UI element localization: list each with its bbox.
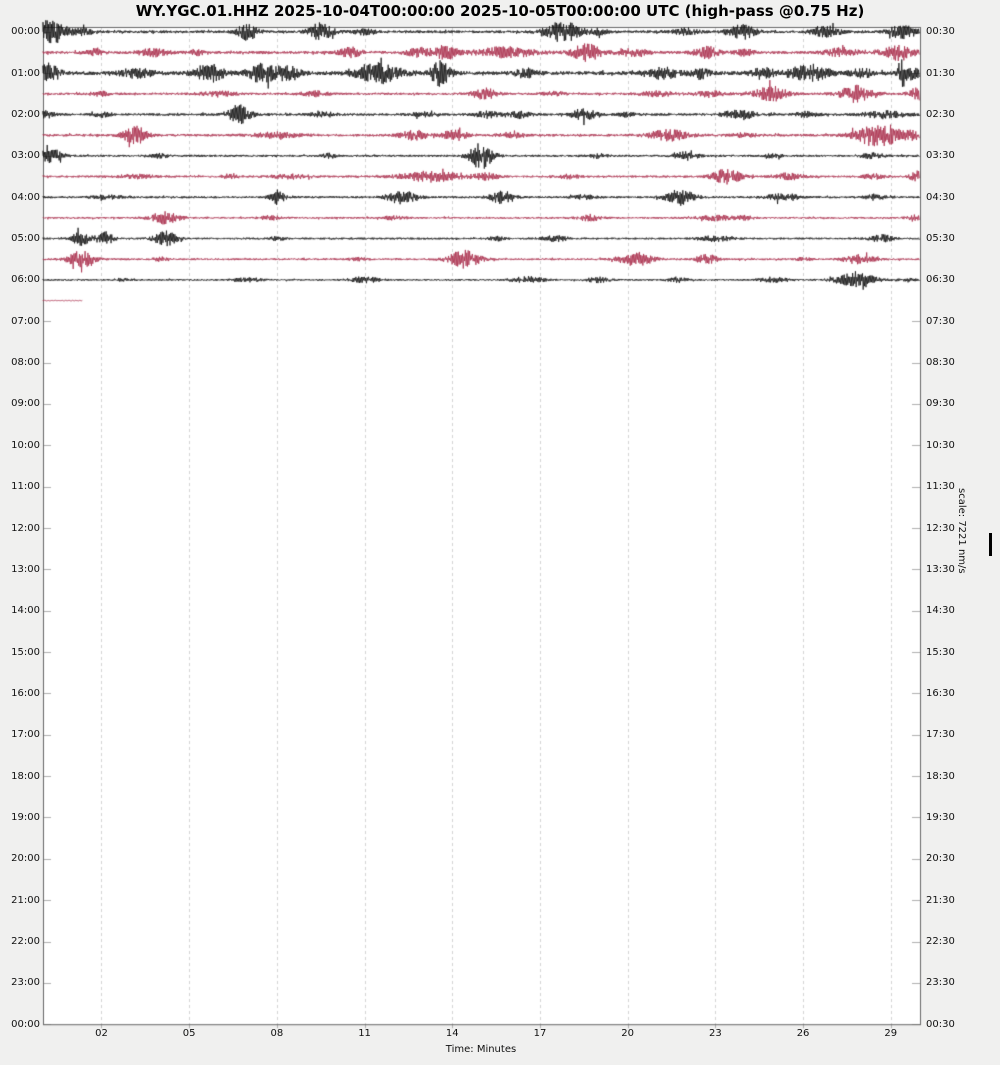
y-axis-label-right: 09:30 (926, 398, 955, 410)
y-axis-label-left: 00:00 (11, 1018, 40, 1030)
y-axis-label-right: 15:30 (926, 646, 955, 658)
y-axis-label-left: 22:00 (11, 936, 40, 947)
y-axis-label-left: 12:00 (11, 522, 40, 534)
y-axis-label-right: 00:30 (926, 26, 955, 38)
y-axis-label-right: 13:30 (926, 563, 955, 575)
y-axis-label-left: 00:00 (11, 26, 40, 38)
y-axis-label-left: 05:00 (11, 233, 40, 245)
y-axis-label-left: 16:00 (11, 687, 40, 699)
y-axis-label-left: 15:00 (11, 646, 40, 658)
y-axis-label-left: 23:00 (11, 977, 40, 989)
y-axis-label-left: 19:00 (11, 811, 40, 823)
x-axis-tick-label: 26 (796, 1028, 810, 1039)
x-axis-tick-label: 14 (445, 1028, 459, 1039)
y-axis-label-right: 11:30 (926, 481, 955, 493)
x-axis-tick-label: 23 (708, 1028, 722, 1039)
y-axis-label-right: 10:30 (926, 439, 955, 451)
y-axis-label-right: 01:30 (926, 67, 955, 79)
y-axis-label-right: 23:30 (926, 977, 955, 989)
y-axis-label-right: 22:30 (926, 936, 955, 947)
amplitude-scale-label: scale: 7221 nm/s (956, 488, 967, 574)
amplitude-scale-bar (989, 533, 992, 556)
y-axis-label-right: 03:30 (926, 150, 955, 162)
x-axis-tick-label: 08 (270, 1028, 284, 1039)
x-axis-tick-label: 02 (95, 1028, 108, 1039)
y-axis-label-right: 00:30 (926, 1018, 955, 1030)
y-axis-label-left: 07:00 (11, 315, 40, 327)
x-axis-tick-label: 29 (884, 1028, 898, 1039)
y-axis-label-right: 17:30 (926, 729, 955, 741)
x-axis-tick-label: 17 (533, 1028, 547, 1039)
y-axis-label-right: 16:30 (926, 687, 955, 699)
y-axis-label-left: 08:00 (11, 357, 40, 369)
y-axis-label-left: 20:00 (11, 853, 40, 865)
y-axis-label-right: 18:30 (926, 770, 955, 782)
y-axis-label-left: 11:00 (11, 481, 40, 493)
y-axis-label-right: 07:30 (926, 315, 955, 327)
y-axis-label-left: 03:00 (11, 150, 40, 162)
y-axis-label-left: 14:00 (11, 605, 40, 617)
y-axis-label-left: 06:00 (11, 274, 40, 286)
y-axis-label-left: 01:00 (11, 67, 40, 79)
y-axis-label-right: 12:30 (926, 522, 955, 534)
y-axis-label-right: 08:30 (926, 357, 955, 369)
x-axis-tick-label: 11 (358, 1028, 371, 1039)
x-axis-title: Time: Minutes (445, 1044, 517, 1055)
y-axis-label-right: 19:30 (926, 811, 955, 823)
y-axis-label-left: 17:00 (11, 729, 40, 741)
x-axis-tick-label: 05 (182, 1028, 196, 1039)
y-axis-label-left: 21:00 (11, 894, 40, 906)
y-axis-label-left: 09:00 (11, 398, 40, 410)
y-axis-label-right: 02:30 (926, 109, 955, 120)
y-axis-label-left: 10:00 (11, 439, 40, 451)
y-axis-label-right: 06:30 (926, 274, 955, 286)
x-axis-tick-label: 20 (621, 1028, 635, 1039)
y-axis-label-left: 18:00 (11, 770, 40, 782)
y-axis-label-left: 13:00 (11, 563, 40, 575)
chart-title: WY.YGC.01.HHZ 2025-10-04T00:00:00 2025-1… (135, 2, 865, 20)
y-axis-label-right: 21:30 (926, 894, 955, 906)
y-axis-label-right: 14:30 (926, 605, 955, 617)
y-axis-label-right: 04:30 (926, 191, 955, 203)
y-axis-label-right: 05:30 (926, 233, 955, 245)
y-axis-label-right: 20:30 (926, 853, 955, 865)
y-axis-label-left: 04:00 (11, 191, 40, 203)
y-axis-label-left: 02:00 (11, 109, 40, 120)
